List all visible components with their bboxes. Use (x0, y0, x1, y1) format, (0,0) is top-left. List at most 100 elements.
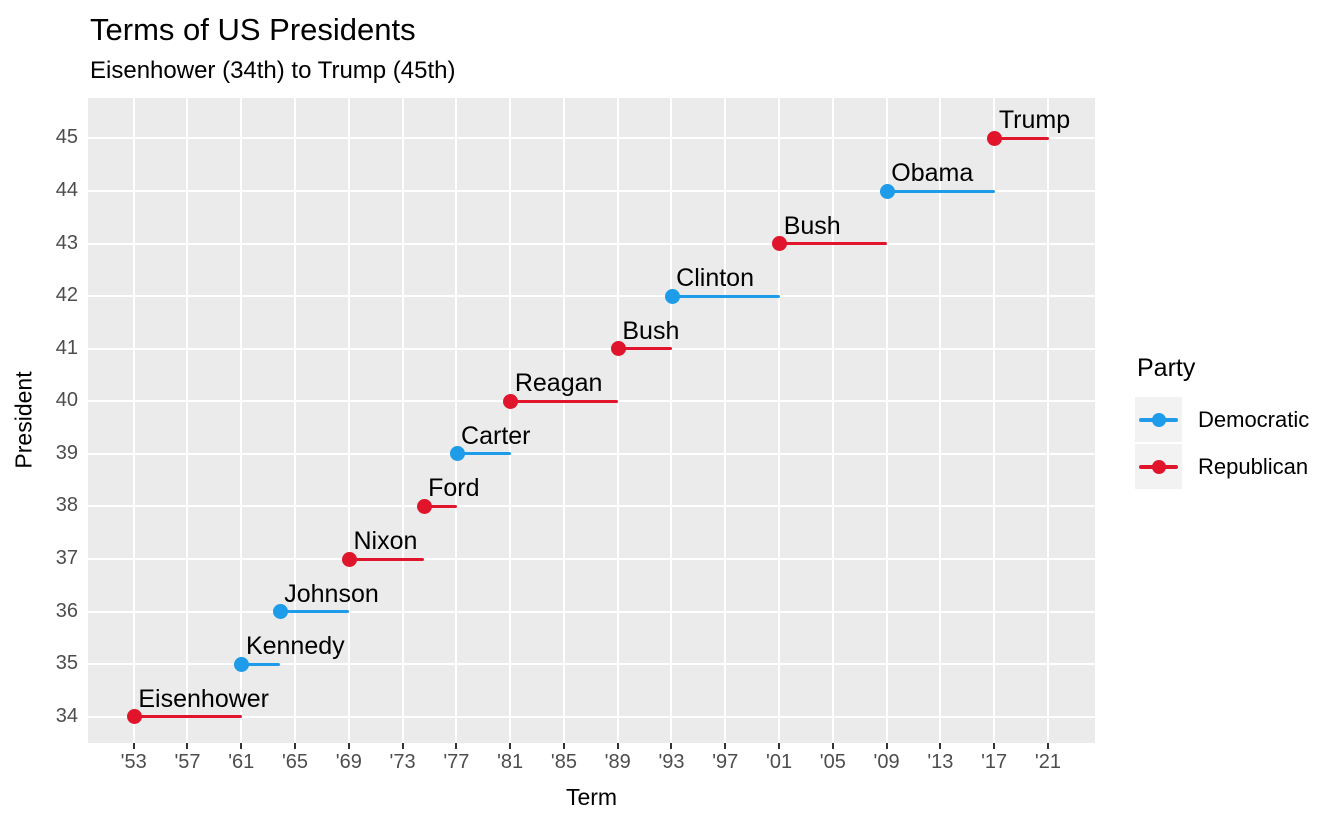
x-axis-tick-label: '69 (335, 751, 362, 773)
horizontal-gridline (88, 715, 1095, 718)
x-axis-tick-label: '01 (766, 751, 793, 773)
y-axis-tick-label: 39 (55, 441, 78, 464)
horizontal-gridline (88, 347, 1095, 350)
x-axis-tick-label: '09 (873, 751, 900, 773)
x-axis-tick-label: '57 (174, 751, 201, 773)
republican-dot-glyph-icon (1151, 459, 1166, 474)
term-start-dot (234, 656, 250, 672)
x-axis-title: Term (565, 784, 618, 810)
legend-key-democratic (1135, 397, 1182, 442)
x-axis-tick-label: '89 (604, 751, 631, 773)
legend: Party Democratic Republican (1135, 354, 1309, 491)
horizontal-gridline (88, 452, 1095, 455)
vertical-gridline (186, 98, 189, 743)
horizontal-gridline (88, 558, 1095, 560)
vertical-gridline (616, 98, 619, 743)
term-start-dot (664, 288, 680, 304)
y-axis-tick-label: 40 (55, 389, 78, 412)
term-start-dot (449, 446, 465, 462)
x-axis-tick-label: '21 (1034, 751, 1061, 773)
vertical-gridline (993, 98, 996, 743)
term-segment (779, 242, 888, 246)
x-axis-tick (347, 743, 350, 749)
x-axis-tick (670, 743, 673, 749)
x-axis-tick-label: '93 (658, 751, 685, 773)
president-label: Bush (783, 211, 841, 240)
x-axis-tick-label: '77 (443, 751, 470, 773)
plot-panel: Eisenhower Kennedy Johnson Nixon Ford Carter R… (88, 98, 1095, 743)
y-axis-tick-label: 34 (55, 704, 78, 727)
x-axis-tick (778, 743, 781, 749)
horizontal-gridline (88, 242, 1095, 245)
x-axis-tick-label: '05 (819, 751, 846, 773)
term-start-dot (416, 498, 432, 514)
vertical-gridline (401, 98, 404, 743)
president-label: Nixon (353, 527, 418, 555)
vertical-gridline (347, 98, 350, 743)
x-axis-tick (885, 743, 888, 749)
president-label: Bush (622, 316, 680, 345)
legend-title: Party (1137, 354, 1196, 382)
y-axis-tick-label: 43 (55, 231, 78, 254)
vertical-gridline (294, 98, 297, 743)
vertical-gridline (724, 98, 727, 743)
y-axis-tick-label: 38 (55, 494, 78, 517)
horizontal-gridline (88, 190, 1095, 193)
legend-entry-democratic: Democratic (1135, 397, 1309, 442)
x-axis-tick (616, 743, 619, 749)
y-axis-tick-label: 45 (55, 126, 78, 149)
president-label: Ford (428, 474, 480, 503)
term-segment (134, 715, 242, 719)
term-start-dot (126, 709, 142, 725)
legend-key-republican (1135, 444, 1182, 489)
term-segment (280, 610, 350, 614)
x-axis-tick (455, 743, 458, 749)
legend-entry-republican: Republican (1135, 444, 1309, 489)
president-label: Johnson (284, 579, 379, 608)
y-axis-tick-label: 35 (55, 652, 78, 675)
x-axis-tick (831, 743, 834, 749)
x-axis-tick-label: '13 (927, 751, 954, 773)
president-label: Reagan (514, 369, 603, 398)
horizontal-gridline (88, 295, 1095, 298)
president-label: Trump (998, 106, 1071, 135)
y-axis-tick-label: 41 (55, 336, 78, 359)
vertical-gridline (1046, 98, 1049, 743)
horizontal-gridline (88, 137, 1095, 140)
president-label: Eisenhower (138, 684, 270, 713)
x-axis-tick-label: '97 (712, 751, 739, 773)
term-start-dot (879, 183, 895, 199)
x-axis-tick-label: '53 (120, 751, 147, 773)
vertical-gridline (939, 98, 942, 743)
x-axis-tick-label: '73 (389, 751, 416, 773)
x-axis-tick-label: '85 (550, 751, 577, 773)
president-label: Carter (461, 421, 531, 450)
x-axis-tick (993, 743, 996, 749)
vertical-gridline (670, 98, 673, 743)
democratic-dot-glyph-icon (1151, 412, 1166, 427)
vertical-gridline (455, 98, 458, 743)
term-segment (618, 347, 673, 351)
x-axis-tick (401, 743, 404, 749)
x-axis-tick-label: '65 (281, 751, 309, 773)
term-start-dot (503, 393, 519, 409)
x-axis-tick (1046, 743, 1049, 749)
x-axis-tick-label: '61 (228, 751, 255, 773)
term-segment (672, 294, 780, 298)
y-axis-tick-label: 36 (55, 599, 78, 622)
vertical-gridline (562, 98, 565, 743)
term-segment (994, 136, 1049, 140)
y-axis-tick-label: 42 (55, 284, 78, 307)
legend-label-republican: Republican (1198, 453, 1309, 479)
x-axis-tick (240, 743, 243, 749)
x-axis-tick (186, 743, 189, 749)
term-segment (887, 189, 995, 193)
horizontal-gridline (88, 505, 1095, 508)
term-segment (457, 452, 511, 456)
horizontal-gridline (88, 610, 1095, 613)
x-axis-tick (509, 743, 512, 749)
term-segment (510, 399, 619, 403)
term-start-dot (772, 236, 788, 252)
x-axis-tick-label: '81 (497, 751, 524, 773)
